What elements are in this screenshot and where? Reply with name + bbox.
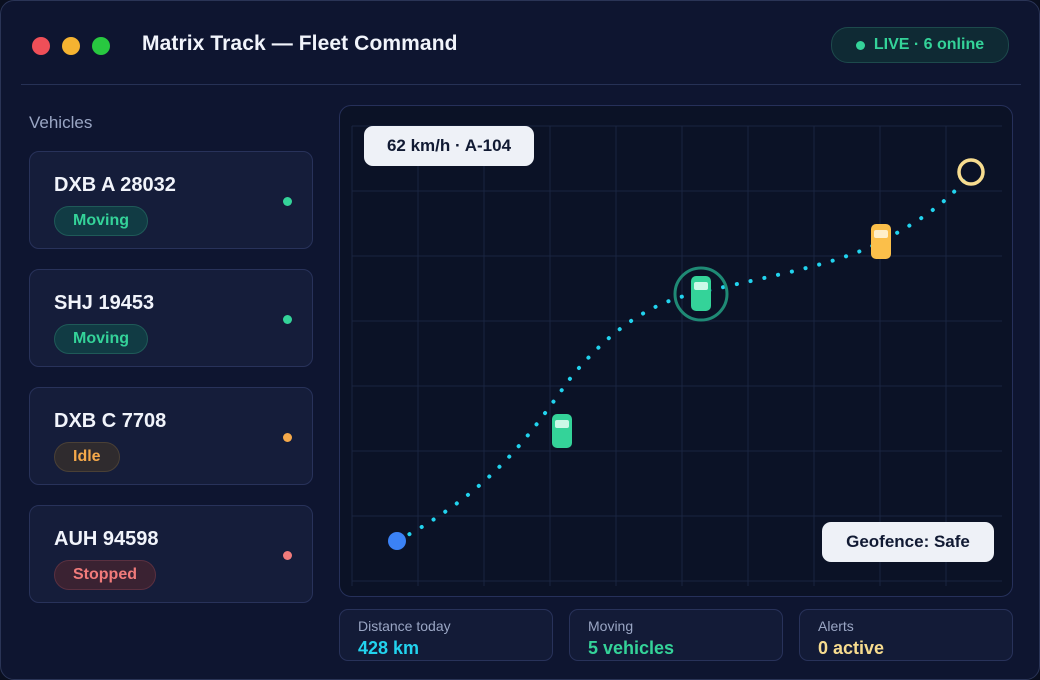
speed-label: 62 km/h · A-104 — [364, 126, 534, 166]
vehicle-status-badge: Moving — [54, 324, 148, 354]
vehicle-card[interactable]: SHJ 19453 Moving — [29, 269, 313, 367]
stat-card-alerts: Alerts 0 active — [799, 609, 1013, 661]
car-icon[interactable] — [552, 414, 572, 448]
title-divider — [21, 84, 1021, 85]
stat-card-moving: Moving 5 vehicles — [569, 609, 783, 661]
stat-card-distance: Distance today 428 km — [339, 609, 553, 661]
live-status-badge: LIVE · 6 online — [831, 27, 1009, 63]
start-marker-icon[interactable] — [388, 532, 406, 550]
stat-label: Moving — [588, 618, 634, 634]
vehicle-card[interactable]: DXB C 7708 Idle — [29, 387, 313, 485]
vehicle-status-badge: Moving — [54, 206, 148, 236]
vehicle-plate: AUH 94598 — [54, 528, 159, 550]
minimize-window-button[interactable] — [62, 37, 80, 55]
vehicle-plate: DXB A 28032 — [54, 174, 176, 196]
app-title: Matrix Track — Fleet Command — [142, 32, 458, 55]
maximize-window-button[interactable] — [92, 37, 110, 55]
title-bar: Matrix Track — Fleet Command LIVE · 6 on… — [1, 1, 1039, 85]
status-dot-icon — [283, 433, 292, 442]
stat-label: Alerts — [818, 618, 854, 634]
map-grid — [351, 125, 1002, 586]
vehicle-card[interactable]: AUH 94598 Stopped — [29, 505, 313, 603]
stat-value: 5 vehicles — [588, 638, 675, 658]
status-dot-icon — [283, 197, 292, 206]
geofence-status: Geofence: Safe — [822, 522, 994, 562]
stat-value: 0 active — [818, 638, 885, 658]
status-dot-icon — [283, 315, 292, 324]
destination-marker-icon[interactable] — [957, 158, 985, 186]
vehicle-plate: SHJ 19453 — [54, 292, 155, 314]
stat-label: Distance today — [358, 618, 451, 634]
vehicle-status-badge: Stopped — [54, 560, 156, 590]
vehicle-status-badge: Idle — [54, 442, 120, 472]
map-panel[interactable]: 62 km/h · A-104 Geofence: Safe — [339, 105, 1013, 597]
sidebar-heading: Vehicles — [29, 113, 93, 132]
map-canvas[interactable] — [340, 106, 1013, 597]
vehicle-plate: DXB C 7708 — [54, 410, 167, 432]
live-dot-icon — [855, 40, 865, 50]
status-dot-icon — [283, 551, 292, 560]
live-status-text: LIVE · 6 online — [873, 36, 985, 53]
vehicle-card[interactable]: DXB A 28032 Moving — [29, 151, 313, 249]
car-icon[interactable] — [871, 224, 891, 259]
selected-car-icon[interactable] — [673, 266, 729, 322]
close-window-button[interactable] — [32, 37, 50, 55]
stat-value: 428 km — [358, 638, 420, 658]
route-path — [395, 170, 973, 543]
